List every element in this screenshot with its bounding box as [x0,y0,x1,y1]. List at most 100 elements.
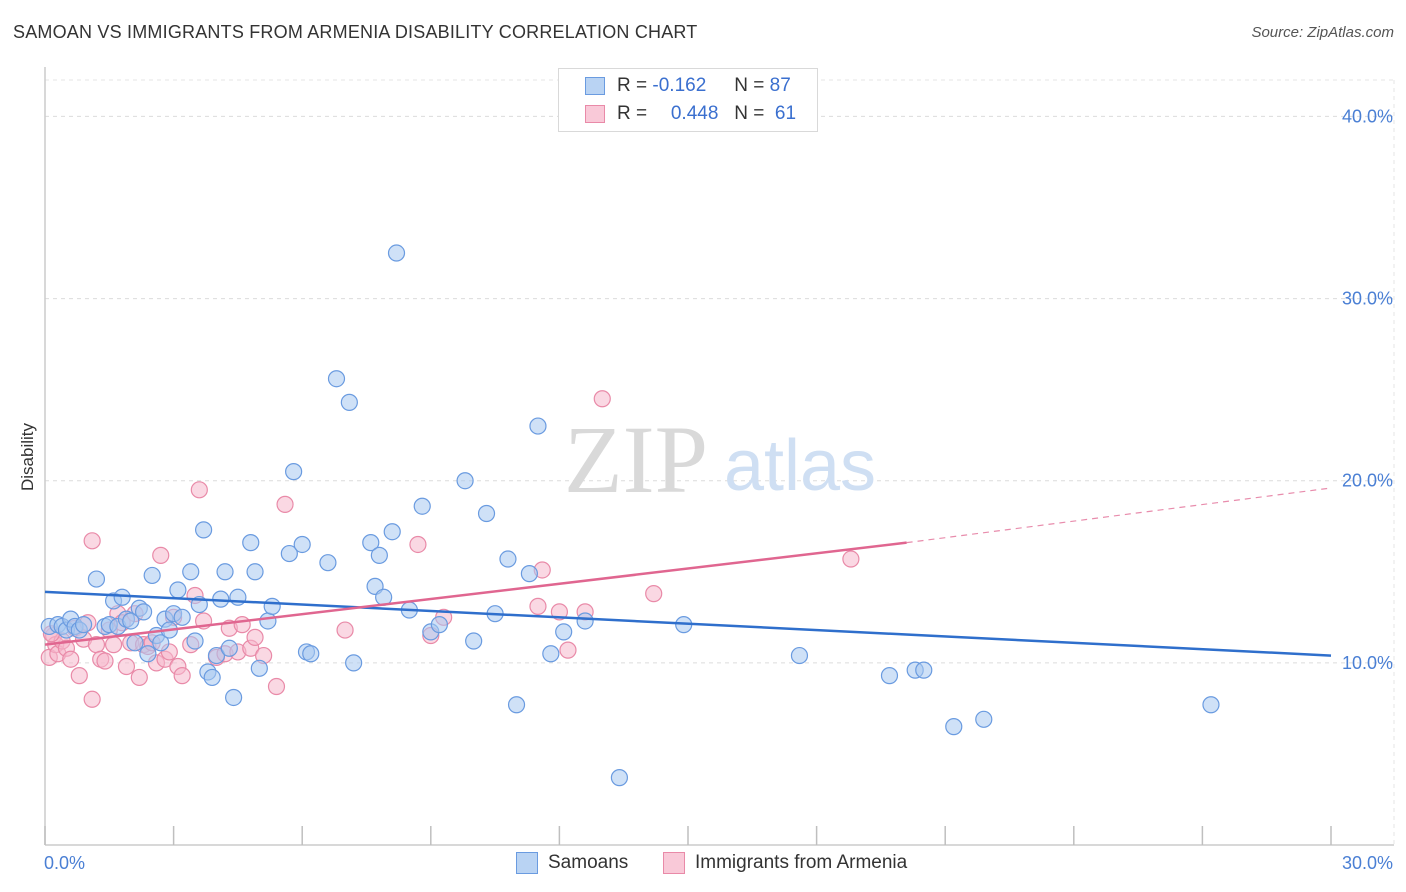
samoans-point [173,608,191,626]
samoans-point [319,554,337,572]
samoans-point [285,463,303,481]
legend-row-armenia: R = 0.448 N = 61 [585,102,796,126]
samoans-point [520,565,538,583]
samoans-trend-line [44,590,1332,657]
legend-r-value: -0.162 [652,75,707,96]
tick-labels: 10.0% 20.0% 30.0% 40.0% 0.0% 30.0% [44,106,1393,873]
samoans-legend-swatch [516,852,538,874]
armenia-point [550,603,569,621]
watermark: ZIP atlas [564,406,876,513]
x-tick-label: 0.0% [44,853,85,873]
samoans-point [293,535,311,554]
legend-n-value: 87 [769,75,791,96]
samoans-point [327,370,346,388]
armenia-point [645,585,663,603]
samoans-point [195,521,213,539]
samoans-point [362,534,380,552]
samoans-point [610,769,629,787]
samoans-point [413,497,431,515]
samoans-point [387,244,406,262]
armenia-point [267,677,286,696]
samoans-point [87,570,106,588]
samoans-point [499,550,517,568]
y-tick-label: 10.0% [1342,653,1393,673]
samoans-point [122,612,140,630]
legend-label-samoans: Samoans [548,852,629,873]
samoans-swatch [585,77,605,95]
samoans-point [345,654,363,672]
watermark-atlas: atlas [724,426,876,506]
samoans-point [203,668,221,687]
samoans-point [113,588,131,606]
samoans-point [280,544,298,563]
watermark-zip: ZIP [564,406,708,513]
samoans-point [790,646,809,665]
samoans-point [216,563,234,581]
y-tick-label: 20.0% [1342,471,1393,491]
samoans-point [134,603,153,621]
samoans-point [246,563,264,581]
legend-n-value: 61 [774,103,797,124]
legend-r-value: 0.448 [670,103,719,124]
legend-row-samoans: R = -0.162 N = 87 [585,74,791,98]
armenia-swatch [585,105,605,123]
y-tick-label: 40.0% [1342,106,1393,126]
armenia-point [70,667,88,685]
legend-r-label: R = [617,75,648,96]
samoans-point [880,667,899,685]
samoans-point [1202,696,1220,714]
samoans-point [430,616,448,634]
samoans-point [152,634,170,652]
legend-label-armenia: Immigrants from Armenia [695,852,908,873]
samoans-point [915,661,933,679]
samoans-point [143,566,161,585]
samoans-point [477,504,496,523]
trend-lines [44,487,1332,657]
armenia-legend-swatch [663,852,685,874]
armenia-point [336,621,354,639]
armenia-trend-line [44,541,907,646]
legend-r-label: R = [617,103,648,124]
samoans-point [465,632,483,650]
samoans-point [220,639,238,657]
armenia-point [104,636,123,654]
armenia-point [152,546,170,564]
armenia-point [190,481,208,499]
samoans-point [250,659,268,677]
samoans-point [225,688,243,707]
chart-title: SAMOAN VS IMMIGRANTS FROM ARMENIA DISABI… [13,22,698,42]
armenia-point [83,532,101,550]
x-tick-label: 30.0% [1342,853,1393,873]
samoans-points [40,244,1220,787]
samoans-point [74,616,93,634]
axes [44,67,1394,846]
samoans-point [242,534,260,552]
armenia-trend-extension [906,487,1332,544]
armenia-point [62,650,80,668]
samoans-point [370,546,388,564]
samoans-point [263,597,281,615]
armenia-point [529,597,547,615]
armenia-point [96,652,114,670]
samoans-point [186,632,204,650]
legend-item-armenia[interactable]: Immigrants from Armenia [663,852,907,874]
armenia-point [130,668,148,687]
correlation-legend: R = -0.162 N = 87 R = 0.448 N = 61 [558,68,818,132]
legend-item-samoans[interactable]: Samoans [516,852,628,874]
samoans-point [207,646,226,665]
samoans-point [169,581,187,599]
armenia-point [117,657,136,676]
samoans-point [302,645,320,663]
armenia-point [233,616,251,634]
legend-n-label: N = [734,75,765,96]
armenia-point [83,690,101,708]
legend-n-label: N = [734,103,765,124]
samoans-point [456,472,474,490]
source-label: Source: ZipAtlas.com [1251,24,1394,41]
series-legend: Samoans Immigrants from Armenia [0,852,1406,878]
y-tick-label: 30.0% [1342,289,1393,309]
samoans-point [542,645,560,663]
samoans-point [555,623,573,641]
armenia-point [842,550,860,568]
